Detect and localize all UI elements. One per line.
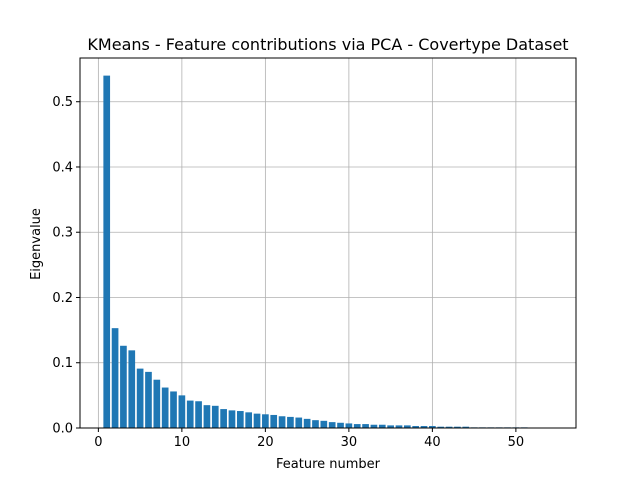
x-axis-title: Feature number bbox=[276, 457, 381, 472]
y-tick-label: 0.3 bbox=[52, 226, 73, 241]
bar bbox=[337, 422, 344, 428]
chart-title: KMeans - Feature contributions via PCA -… bbox=[87, 35, 568, 54]
x-tick-label: 0 bbox=[94, 435, 102, 450]
x-tick-label: 10 bbox=[174, 435, 191, 450]
bar bbox=[262, 414, 269, 428]
bar bbox=[420, 426, 428, 428]
bar bbox=[395, 425, 403, 428]
bar bbox=[253, 413, 261, 428]
bar bbox=[387, 425, 394, 428]
x-tick-label: 30 bbox=[341, 435, 358, 450]
bar bbox=[103, 75, 111, 428]
bar bbox=[111, 328, 119, 428]
bar bbox=[287, 416, 294, 428]
bar bbox=[220, 409, 227, 428]
bar bbox=[445, 426, 453, 428]
bar bbox=[203, 405, 211, 428]
bar bbox=[303, 418, 311, 428]
x-axis: 0 10 20 30 40 50 bbox=[94, 428, 524, 450]
y-axis-title: Eigenvalue bbox=[29, 208, 44, 280]
bar bbox=[195, 401, 202, 428]
y-tick-label: 0.5 bbox=[52, 95, 73, 110]
x-tick-label: 40 bbox=[424, 435, 441, 450]
bar bbox=[412, 426, 420, 428]
bar bbox=[370, 424, 378, 428]
bar bbox=[295, 417, 303, 428]
y-tick-label: 0.4 bbox=[52, 160, 73, 175]
bar bbox=[186, 400, 194, 428]
bar bbox=[345, 423, 353, 428]
bar bbox=[437, 426, 445, 428]
bar bbox=[211, 405, 219, 428]
y-tick-label: 0.2 bbox=[52, 291, 73, 306]
bar bbox=[312, 420, 319, 428]
bar bbox=[378, 424, 386, 428]
bar bbox=[145, 371, 152, 428]
y-tick-label: 0.0 bbox=[52, 422, 73, 437]
bars bbox=[103, 75, 553, 428]
bar bbox=[153, 379, 161, 428]
bar bbox=[454, 426, 461, 428]
bar bbox=[353, 424, 361, 428]
x-tick-label: 20 bbox=[257, 435, 274, 450]
bar bbox=[178, 395, 186, 428]
bar bbox=[128, 350, 136, 428]
bar bbox=[462, 426, 470, 428]
bar bbox=[320, 420, 328, 428]
bar bbox=[120, 345, 127, 428]
y-tick-label: 0.1 bbox=[52, 356, 73, 371]
bar bbox=[278, 416, 286, 428]
bar bbox=[170, 391, 177, 428]
bar bbox=[270, 414, 278, 428]
bar bbox=[403, 425, 411, 428]
bar bbox=[136, 368, 144, 428]
y-axis: 0.0 0.1 0.2 0.3 0.4 0.5 bbox=[52, 95, 80, 437]
plot-frame bbox=[79, 57, 577, 429]
bar bbox=[429, 426, 436, 428]
bar bbox=[161, 387, 169, 428]
bar bbox=[236, 411, 244, 428]
bar bbox=[228, 410, 236, 428]
bar bbox=[245, 412, 253, 428]
bar bbox=[328, 422, 336, 428]
bar bbox=[362, 424, 369, 428]
x-tick-label: 50 bbox=[508, 435, 525, 450]
